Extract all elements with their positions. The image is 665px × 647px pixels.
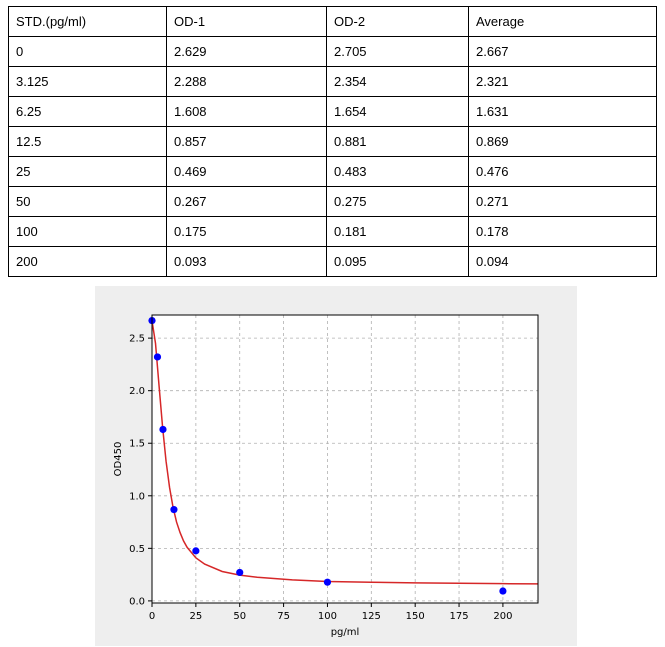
- plot-frame: [151, 314, 539, 604]
- y-tick-label: 2.5: [129, 334, 145, 345]
- table-row: 0 2.629 2.705 2.667: [8, 36, 657, 67]
- cell-od-2: 0.181: [326, 216, 469, 247]
- table-row: 50 0.267 0.275 0.271: [8, 186, 657, 217]
- cell-od-2: 0.483: [326, 156, 469, 187]
- x-tick-label: 125: [362, 611, 381, 622]
- cell-std: 200: [8, 246, 167, 277]
- x-tick-label: 150: [406, 611, 425, 622]
- header-od-1: OD-1: [166, 6, 327, 37]
- cell-od-1: 2.288: [166, 66, 327, 97]
- data-point: [153, 353, 162, 361]
- cell-std: 25: [8, 156, 167, 187]
- cell-std: 3.125: [8, 66, 167, 97]
- cell-std: 12.5: [8, 126, 167, 157]
- cell-average: 0.178: [468, 216, 657, 247]
- data-point: [236, 568, 244, 577]
- header-std: STD.(pg/ml): [8, 6, 167, 37]
- x-ticks: 0 25 50 75 100 125 150 175 200: [149, 603, 512, 622]
- cell-od-2: 0.275: [326, 186, 469, 217]
- data-point: [323, 578, 332, 586]
- cell-average: 0.094: [468, 246, 657, 277]
- data-points-layer: [148, 316, 507, 595]
- cell-average: 2.321: [468, 66, 657, 97]
- cell-average: 0.476: [468, 156, 657, 187]
- cell-od-2: 2.705: [326, 36, 469, 67]
- grid: [151, 315, 538, 603]
- x-tick-label: 200: [493, 611, 512, 622]
- cell-od-1: 0.857: [166, 126, 327, 157]
- cell-od-1: 0.469: [166, 156, 327, 187]
- header-average: Average: [468, 6, 657, 37]
- cell-od-2: 2.354: [326, 66, 469, 97]
- data-point: [159, 425, 167, 434]
- cell-od-1: 1.608: [166, 96, 327, 127]
- cell-od-2: 0.095: [326, 246, 469, 277]
- cell-std: 100: [8, 216, 167, 247]
- plot-area: [152, 315, 538, 603]
- table-row: 25 0.469 0.483 0.476: [8, 156, 657, 187]
- y-axis-label: OD450: [113, 442, 124, 477]
- cell-average: 0.869: [468, 126, 657, 157]
- cell-std: 0: [8, 36, 167, 67]
- x-tick-label: 25: [189, 611, 202, 622]
- data-point: [170, 505, 178, 514]
- x-axis-label: pg/ml: [331, 627, 360, 638]
- cell-od-1: 0.175: [166, 216, 327, 247]
- cell-average: 2.667: [468, 36, 657, 67]
- y-tick-label: 0.5: [129, 544, 145, 555]
- cell-od-1: 0.093: [166, 246, 327, 277]
- x-tick-label: 175: [449, 611, 468, 622]
- x-tick-label: 50: [233, 611, 246, 622]
- table-row: 6.25 1.608 1.654 1.631: [8, 96, 657, 127]
- cell-std: 50: [8, 186, 167, 217]
- header-od-2: OD-2: [326, 6, 469, 37]
- y-tick-label: 1.5: [129, 439, 145, 450]
- table-row: 200 0.093 0.095 0.094: [8, 246, 657, 277]
- table-row: 100 0.175 0.181 0.178: [8, 216, 657, 247]
- cell-average: 1.631: [468, 96, 657, 127]
- standards-table: STD.(pg/ml) OD-1 OD-2 Average 0 2.629 2.…: [8, 6, 657, 277]
- x-tick-label: 75: [277, 611, 290, 622]
- fit-curve-layer: [151, 320, 539, 585]
- y-tick-label: 0.0: [129, 596, 145, 607]
- fit-curve-line: [151, 320, 539, 585]
- cell-average: 0.271: [468, 186, 657, 217]
- y-ticks: 0.0 0.5 1.0 1.5 2.0 2.5: [129, 334, 152, 607]
- data-point: [499, 587, 507, 595]
- table-header-row: STD.(pg/ml) OD-1 OD-2 Average: [8, 6, 657, 37]
- x-tick-label: 0: [149, 611, 155, 622]
- table-row: 12.5 0.857 0.881 0.869: [8, 126, 657, 157]
- standard-curve-chart: 0 25 50 75 100 125 150 175 200 0.0 0.5 1.0 1.5 2.0 2.…: [113, 314, 539, 638]
- cell-std: 6.25: [8, 96, 167, 127]
- y-tick-label: 1.0: [129, 491, 145, 502]
- x-tick-label: 100: [318, 611, 337, 622]
- chart-panel: 0 25 50 75 100 125 150 175 200 0.0 0.5 1.0 1.5 2.0 2.…: [95, 286, 577, 646]
- cell-od-1: 0.267: [166, 186, 327, 217]
- data-point: [192, 547, 200, 555]
- y-tick-label: 2.0: [129, 386, 145, 397]
- cell-od-1: 2.629: [166, 36, 327, 67]
- cell-od-2: 0.881: [326, 126, 469, 157]
- table-row: 3.125 2.288 2.354 2.321: [8, 66, 657, 97]
- cell-od-2: 1.654: [326, 96, 469, 127]
